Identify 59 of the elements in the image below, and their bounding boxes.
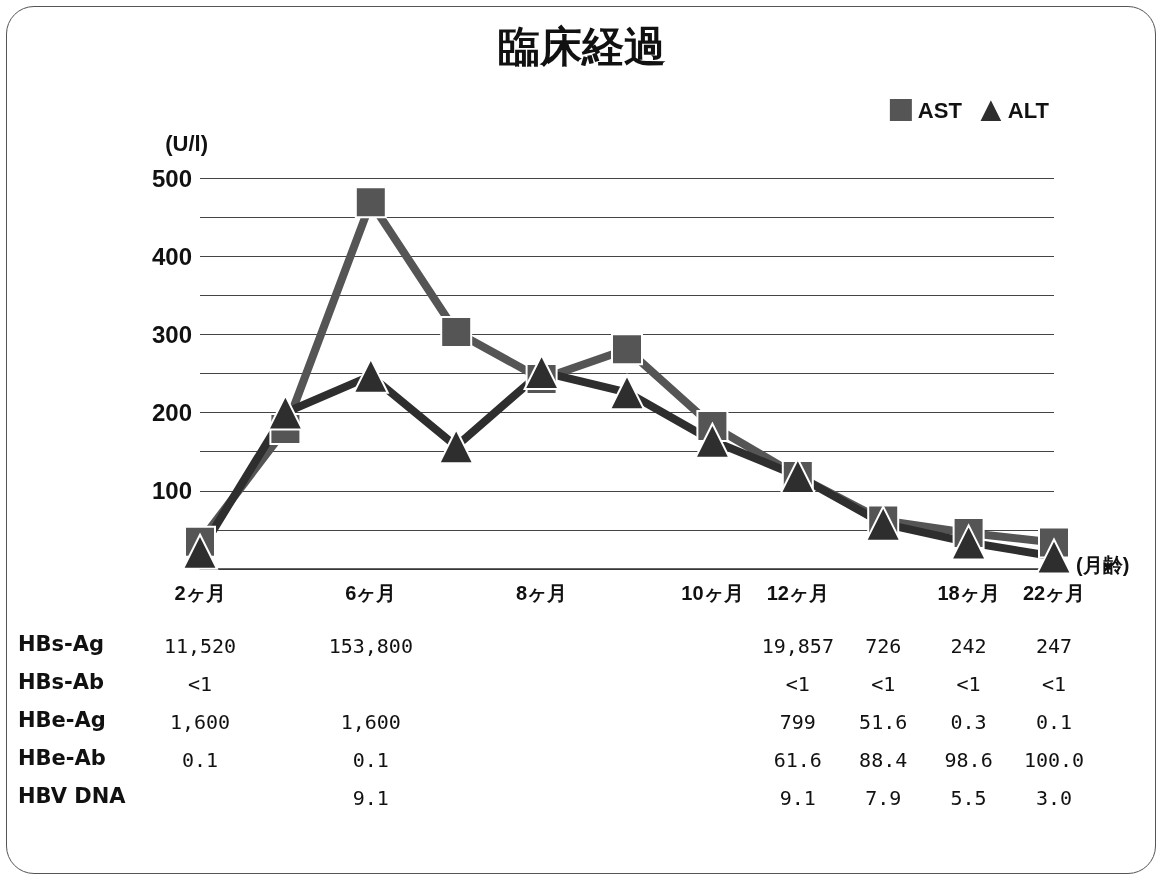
text: 88.4: [859, 748, 908, 772]
text: 7.9: [865, 786, 902, 810]
category-label: HBs-Ag: [18, 632, 105, 656]
y-tick-label: 300: [151, 320, 192, 348]
x-tick-label: 22ヶ月: [1022, 582, 1086, 604]
x-tick-label: 10ヶ月: [681, 582, 744, 604]
text: 61.6: [773, 748, 822, 772]
text: 9.1: [352, 786, 389, 810]
text: 726: [865, 634, 902, 658]
text: 100.0: [1023, 748, 1085, 772]
category-label: HBe-Ab: [18, 746, 106, 770]
text: 51.6: [859, 710, 908, 734]
text: 11,520: [163, 634, 237, 658]
text: <1: [956, 672, 981, 696]
text: 0.1: [181, 748, 219, 772]
y-axis-title: (U/l): [165, 130, 208, 156]
text: 19,857: [761, 634, 834, 658]
text: 153,800: [328, 634, 413, 658]
y-tick-label: 200: [151, 399, 192, 427]
text: 1,600: [169, 710, 231, 734]
x-tick-label: 6ヶ月: [345, 582, 397, 604]
legend-label: ALT: [1007, 97, 1050, 123]
x-tick-label: 12ヶ月: [766, 582, 829, 604]
point: [182, 533, 218, 570]
legend-label: AST: [917, 97, 963, 123]
text: 1,600: [340, 710, 401, 734]
point: [440, 316, 473, 349]
point: [694, 422, 731, 459]
text: 0.1: [352, 748, 389, 772]
point: [950, 524, 987, 561]
text: 242: [950, 634, 987, 658]
text: <1: [871, 672, 896, 696]
text: 0.3: [950, 710, 987, 734]
category-label: HBe-Ag: [18, 708, 106, 732]
category-label: HBV DNA: [18, 784, 126, 808]
y-tick-label: 500: [151, 164, 192, 192]
text: 0.1: [1035, 710, 1073, 734]
category-label: HBs-Ab: [18, 670, 105, 694]
text: 98.6: [944, 748, 993, 772]
x-axis-title: (月齢): [1076, 554, 1130, 576]
x-tick-label: 18ヶ月: [937, 582, 1000, 604]
chart-title: 臨床経過: [498, 21, 666, 71]
point: [1036, 538, 1072, 575]
y-tick-label: 100: [151, 477, 192, 505]
text: 3.0: [1035, 786, 1073, 810]
text: 5.5: [950, 786, 987, 810]
x-tick-label: 8ヶ月: [516, 582, 568, 604]
text: 247: [1035, 634, 1073, 658]
text: 9.1: [779, 786, 816, 810]
text: 799: [779, 710, 816, 734]
point: [611, 333, 643, 366]
point: [354, 186, 387, 219]
point: [438, 428, 475, 465]
text: <1: [1041, 672, 1067, 696]
x-tick-label: 2ヶ月: [174, 582, 226, 604]
y-tick-label: 400: [151, 242, 192, 270]
point: [609, 374, 645, 411]
text: <1: [785, 672, 810, 696]
text: <1: [187, 672, 213, 696]
